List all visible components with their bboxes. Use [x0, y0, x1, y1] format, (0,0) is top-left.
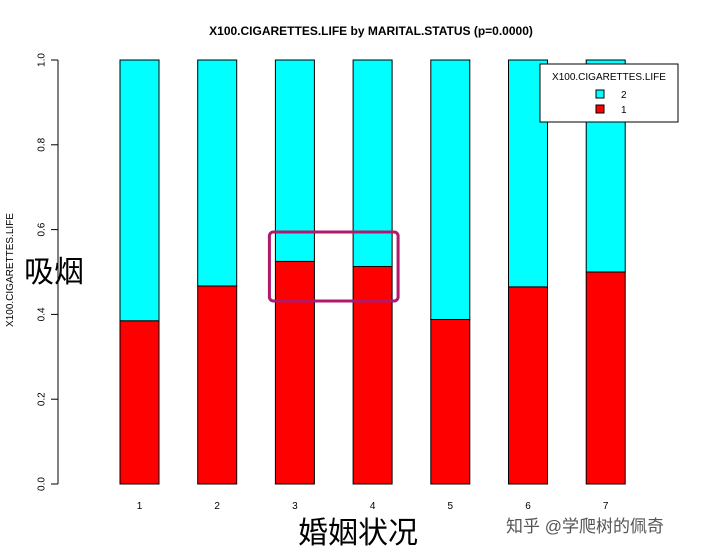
bar-5-series-2 [430, 59, 471, 320]
y-tick-label: 0.8 [37, 137, 48, 151]
bar-1-series-2 [119, 59, 160, 322]
y-axis-label: X100.CIGARETTES.LIFE [5, 213, 16, 327]
x-tick-label: 2 [214, 501, 220, 512]
x-tick-label: 3 [292, 501, 298, 512]
x-tick-label: 7 [603, 501, 609, 512]
bar-2-series-1 [197, 285, 238, 485]
chart-title: X100.CIGARETTES.LIFE by MARITAL.STATUS (… [209, 24, 533, 38]
y-tick-label: 0.4 [37, 307, 48, 321]
x-tick-label: 6 [525, 501, 531, 512]
legend-entry-label: 2 [621, 90, 627, 101]
bar-4-series-2 [352, 59, 393, 267]
legend-swatch [595, 89, 605, 99]
x-tick-label: 1 [137, 501, 143, 512]
bar-2-series-2 [197, 59, 238, 287]
legend-entry-label: 1 [621, 105, 627, 116]
bar-4-series-1 [352, 265, 393, 485]
legend-title: X100.CIGARETTES.LIFE [552, 72, 666, 83]
bar-6-series-1 [508, 286, 548, 485]
x-tick-label: 5 [448, 501, 454, 512]
x-overlay-label: 婚姻状况 [298, 517, 418, 550]
x-axis: 1 2 3 4 5 6 7 [137, 501, 609, 512]
y-tick-label: 0.2 [37, 392, 48, 406]
y-overlay-label: 吸烟 [24, 256, 84, 289]
bar-1-series-1 [119, 320, 160, 485]
bars [119, 59, 626, 485]
legend-box [539, 63, 679, 123]
legend: X100.CIGARETTES.LIFE 2 1 [539, 63, 679, 123]
y-tick-label: 1.0 [37, 53, 48, 67]
x-tick-label: 4 [370, 501, 376, 512]
y-tick-label: 0.6 [37, 222, 48, 236]
bar-7-series-1 [585, 271, 626, 485]
watermark-text: 知乎 @学爬树的佩奇 [506, 517, 664, 536]
highlight-box [267, 230, 400, 303]
y-tick-label: 0.0 [37, 477, 48, 491]
bar-3-series-2 [274, 59, 315, 262]
bar-3-series-1 [274, 260, 315, 485]
legend-swatch [595, 104, 605, 114]
y-axis: 0.0 0.2 0.4 0.6 0.8 1.0 [37, 53, 59, 491]
bar-5-series-1 [430, 318, 471, 485]
